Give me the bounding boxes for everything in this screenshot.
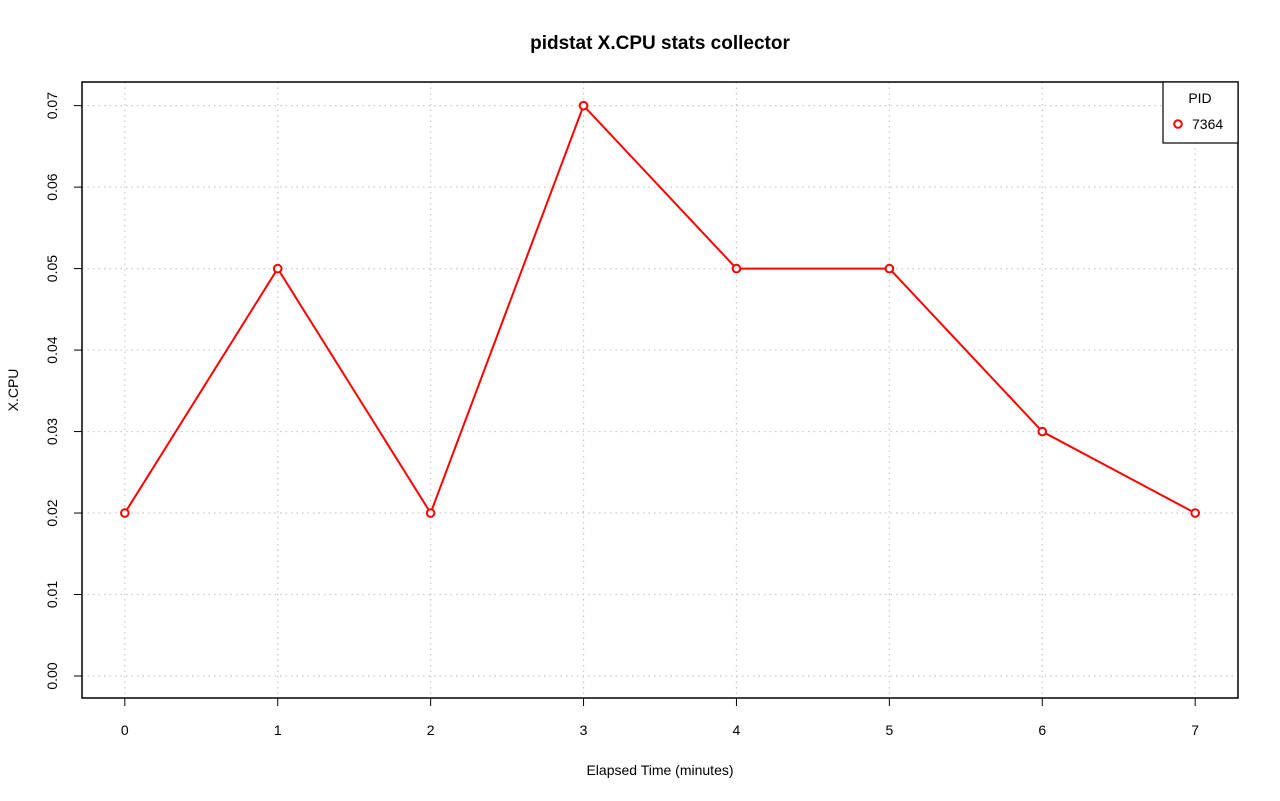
x-tick-label: 0 [121,722,129,738]
series-line-segment [582,104,738,270]
data-point [731,263,742,274]
x-tick-label: 7 [1191,722,1199,738]
legend: PID 7364 [1162,81,1239,144]
data-point [120,508,130,518]
data-point [578,100,589,111]
legend-title: PID [1188,90,1211,106]
y-tick-label: 0.07 [44,92,60,119]
legend-label: 7364 [1192,116,1223,132]
x-tick-label: 4 [733,722,741,738]
data-point [1190,508,1200,518]
x-tick-label: 1 [274,722,282,738]
data-point [425,508,436,518]
y-tick-label: 0.00 [44,662,60,689]
x-tick-label: 6 [1038,722,1046,738]
series-layer [120,100,1200,518]
y-tick-label: 0.05 [44,255,60,282]
x-tick-label: 5 [885,722,893,738]
y-tick-label: 0.06 [44,173,60,200]
y-tick-label: 0.01 [44,581,60,608]
y-tick-label: 0.04 [44,336,60,363]
legend-marker [1173,119,1183,129]
y-tick-label: 0.02 [44,499,60,526]
y-axis: 0.00 0.01 0.02 0.03 0.04 0.05 0.06 0.07 [44,92,82,690]
series-line-segment [888,267,1044,433]
grid [82,82,1238,698]
chart-title: pidstat X.CPU stats collector [530,33,790,54]
series-line-segment [429,105,585,514]
y-axis-title: X.CPU [5,369,21,412]
data-point [884,263,895,274]
series-line-segment [276,268,432,514]
x-tick-label: 3 [580,722,588,738]
x-axis: 0 1 2 3 4 5 6 7 [121,698,1199,738]
series-line-segment [1041,430,1196,514]
data-point [272,263,283,274]
data-point [1037,426,1048,437]
plot-frame [81,81,1239,699]
x-tick-label: 2 [427,722,435,738]
x-axis-title: Elapsed Time (minutes) [586,762,733,778]
series-line-segment [123,268,279,514]
y-tick-label: 0.03 [44,418,60,445]
legend-box [1162,81,1239,144]
